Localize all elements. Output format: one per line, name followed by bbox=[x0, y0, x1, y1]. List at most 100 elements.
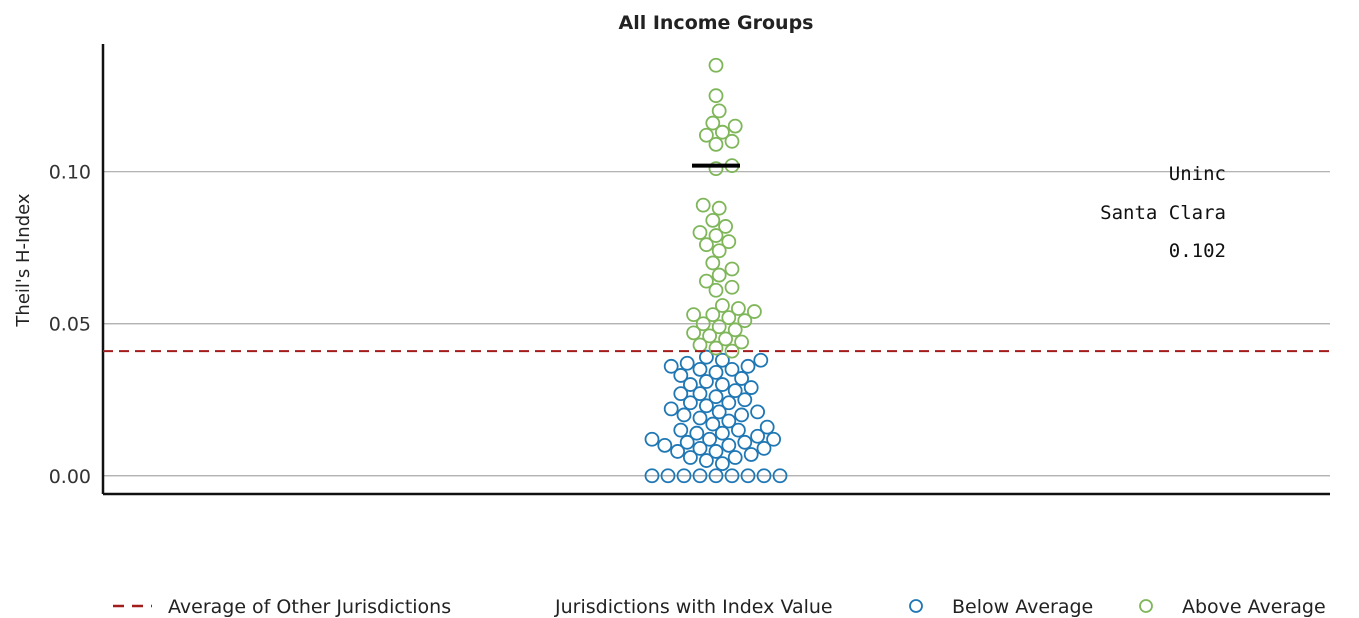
point-above-average bbox=[705, 212, 721, 228]
chart-title: All Income Groups bbox=[618, 12, 813, 34]
point-above-average bbox=[708, 228, 724, 243]
point-below-average bbox=[663, 358, 679, 374]
point-above-average bbox=[747, 304, 762, 319]
legend-above-swatch bbox=[1139, 599, 1153, 613]
point-below-average bbox=[721, 437, 737, 453]
point-above-average bbox=[731, 301, 746, 316]
y-tick-label: 0.00 bbox=[49, 466, 91, 488]
point-above-average bbox=[686, 325, 701, 341]
point-below-average bbox=[772, 468, 788, 484]
point-below-average bbox=[699, 374, 714, 389]
point-below-average bbox=[708, 364, 724, 380]
point-below-average bbox=[740, 468, 756, 484]
point-below-average bbox=[731, 422, 746, 438]
point-above-average bbox=[737, 313, 753, 329]
point-below-average bbox=[699, 349, 714, 365]
point-above-average bbox=[705, 115, 721, 131]
point-above-average bbox=[727, 322, 743, 338]
point-below-average bbox=[727, 450, 743, 465]
point-below-average bbox=[676, 407, 692, 423]
gridlines: 0.00 0.05 0.10 bbox=[49, 162, 1330, 488]
point-above-average bbox=[724, 343, 740, 359]
legend: Average of Other Jurisdictions Jurisdict… bbox=[113, 596, 1326, 618]
point-below-average bbox=[673, 422, 689, 438]
annotation-line-2: Santa Clara bbox=[1100, 202, 1226, 224]
point-above-average bbox=[718, 331, 733, 347]
point-below-average bbox=[699, 453, 714, 468]
point-below-average bbox=[683, 450, 698, 465]
point-below-average bbox=[660, 468, 676, 484]
point-above-average bbox=[705, 307, 721, 323]
point-below-average bbox=[670, 444, 685, 459]
point-below-average bbox=[708, 389, 724, 405]
point-above-average bbox=[711, 267, 727, 283]
y-tick-label: 0.05 bbox=[49, 314, 91, 336]
point-below-average bbox=[715, 352, 730, 368]
point-above-average bbox=[734, 334, 749, 350]
point-above-average bbox=[695, 316, 711, 332]
point-below-average bbox=[692, 386, 708, 402]
legend-below-swatch bbox=[909, 599, 923, 613]
annotation-line-3: 0.102 bbox=[1169, 240, 1226, 262]
point-below-average bbox=[657, 437, 673, 453]
point-below-average bbox=[676, 468, 692, 484]
point-above-average bbox=[708, 88, 724, 104]
point-above-average bbox=[724, 279, 740, 295]
point-above-average bbox=[711, 319, 727, 335]
point-below-average bbox=[689, 425, 705, 441]
point-above-average bbox=[686, 307, 701, 323]
point-below-average bbox=[750, 404, 765, 420]
point-below-average bbox=[673, 368, 689, 383]
point-below-average bbox=[737, 434, 753, 450]
point-below-average bbox=[692, 410, 708, 426]
point-above-average bbox=[699, 127, 714, 143]
point-below-average bbox=[715, 456, 730, 471]
point-below-average bbox=[708, 444, 724, 459]
y-tick-label: 0.10 bbox=[49, 162, 91, 184]
point-below-average bbox=[644, 431, 660, 447]
point-above-average bbox=[692, 225, 708, 240]
point-above-average bbox=[695, 197, 711, 213]
point-below-average bbox=[740, 358, 756, 374]
point-below-average bbox=[743, 447, 759, 462]
point-below-average bbox=[644, 468, 660, 484]
point-below-average bbox=[699, 398, 714, 414]
point-below-average bbox=[737, 392, 753, 408]
highlight-annotation: Uninc Santa Clara 0.102 bbox=[1100, 163, 1226, 262]
point-above-average bbox=[708, 57, 724, 73]
point-above-average bbox=[711, 200, 727, 216]
point-below-average bbox=[734, 371, 749, 386]
point-above-average bbox=[721, 234, 737, 250]
point-below-average bbox=[683, 377, 698, 392]
point-above-average bbox=[711, 103, 727, 119]
point-above-average bbox=[699, 273, 714, 289]
point-above-average bbox=[708, 136, 724, 152]
point-below-average bbox=[759, 419, 775, 435]
data-points bbox=[644, 57, 788, 484]
point-below-average bbox=[708, 468, 724, 484]
point-above-average bbox=[721, 310, 737, 326]
point-above-average bbox=[724, 133, 740, 149]
point-above-average bbox=[711, 243, 727, 259]
point-below-average bbox=[753, 352, 769, 368]
point-below-average bbox=[721, 413, 737, 429]
point-below-average bbox=[750, 428, 765, 444]
annotation-line-1: Uninc bbox=[1169, 163, 1226, 185]
point-above-average bbox=[727, 118, 743, 134]
point-above-average bbox=[715, 124, 730, 140]
legend-group-label: Jurisdictions with Index Value bbox=[554, 596, 833, 618]
point-below-average bbox=[692, 361, 708, 377]
point-below-average bbox=[724, 468, 740, 484]
point-above-average bbox=[705, 255, 721, 271]
point-below-average bbox=[679, 355, 695, 371]
point-below-average bbox=[727, 383, 743, 399]
point-below-average bbox=[683, 395, 698, 411]
point-below-average bbox=[705, 416, 721, 432]
point-below-average bbox=[734, 407, 749, 423]
point-below-average bbox=[766, 431, 781, 447]
point-below-average bbox=[756, 468, 772, 484]
point-above-average bbox=[708, 282, 724, 298]
legend-avg-label: Average of Other Jurisdictions bbox=[168, 596, 451, 618]
point-below-average bbox=[756, 440, 772, 456]
